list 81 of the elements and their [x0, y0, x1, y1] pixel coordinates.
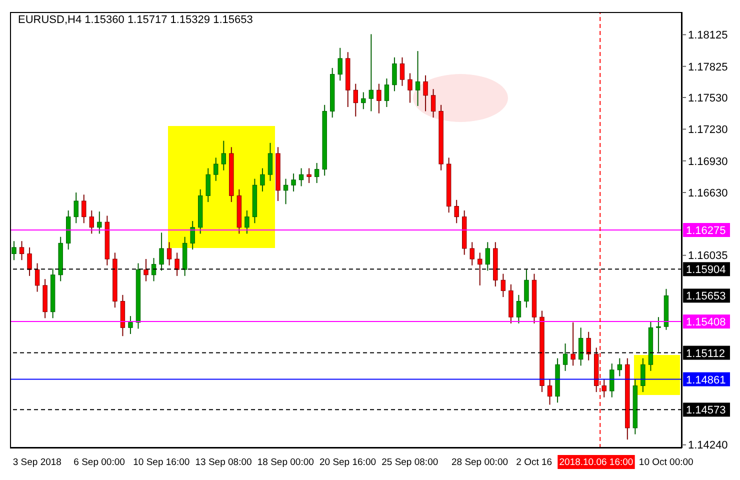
y-tick-label: 1.16930 — [688, 156, 728, 168]
x-tick-label: 6 Sep 00:00 — [74, 457, 125, 468]
candlestick — [408, 72, 412, 104]
candlestick — [244, 210, 250, 234]
candlestick — [82, 194, 86, 224]
candlestick — [89, 210, 94, 234]
candlestick — [174, 252, 180, 276]
candlestick — [353, 83, 358, 118]
candlestick — [516, 294, 522, 324]
candlestick — [97, 211, 102, 234]
candlestick — [166, 242, 172, 266]
x-tick-label: 25 Sep 08:00 — [382, 457, 438, 468]
candlestick — [415, 50, 420, 106]
y-tick-label: 1.17825 — [688, 61, 728, 74]
candlestick — [206, 168, 210, 203]
x-tick-label: 2 Oct 16 — [516, 457, 552, 468]
candlestick — [151, 257, 156, 282]
candlestick — [478, 252, 482, 286]
candlestick — [656, 316, 661, 352]
x-tick-label: 2018.10.06 16:00 — [559, 457, 634, 468]
candlestick — [384, 78, 390, 108]
y-tick-label: 1.17230 — [688, 124, 728, 136]
candlestick — [12, 240, 16, 261]
x-tick-label: 18 Sep 00:00 — [257, 457, 314, 468]
candlestick — [617, 358, 622, 377]
candlestick — [128, 316, 133, 334]
text: 1.15653 — [686, 290, 726, 303]
ref-line-label: 1.14573 — [686, 404, 726, 417]
candlestick — [524, 269, 529, 308]
candlestick — [221, 140, 226, 171]
ref-line-label: 1.16275 — [686, 225, 726, 237]
candlestick — [159, 232, 164, 272]
x-tick-label: 10 Oct 00:00 — [638, 457, 694, 468]
candlestick — [268, 142, 273, 182]
y-tick-label: 1.14240 — [688, 440, 728, 452]
candlestick — [368, 34, 374, 112]
candlestick — [454, 199, 459, 224]
candlestick — [298, 168, 304, 187]
candlestick — [214, 157, 218, 182]
x-tick-label: 28 Sep 00:00 — [452, 457, 508, 468]
x-tick-label: 20 Sep 16:00 — [320, 457, 376, 468]
candlestick — [314, 162, 320, 184]
chart-title: EURUSD,H4 1.15360 1.15717 1.15329 1.15653 — [18, 14, 253, 26]
x-tick-label: 13 Sep 08:00 — [195, 457, 252, 468]
ref-line-label: 1.15904 — [686, 264, 726, 276]
candlestick — [361, 92, 366, 110]
ref-line-label: 1.15408 — [686, 316, 726, 329]
candlestick — [34, 262, 40, 292]
candlestick — [400, 56, 405, 86]
candlestick — [562, 342, 568, 372]
y-tick-label: 1.17530 — [688, 92, 728, 104]
y-tick-label: 1.16630 — [688, 187, 728, 200]
candlestick — [485, 242, 490, 272]
candlestick — [283, 178, 288, 205]
candlestick — [338, 47, 342, 82]
candlestick — [570, 322, 576, 366]
candlestick — [586, 331, 591, 361]
candlestick — [547, 378, 552, 406]
candlestick — [74, 192, 78, 224]
candlestick — [578, 327, 584, 366]
candlestick — [306, 168, 312, 184]
candlestick — [392, 56, 397, 92]
candlestick — [640, 358, 646, 393]
ref-line-label: 1.15112 — [686, 348, 725, 360]
candlestick — [260, 168, 265, 192]
ref-line-label: 1.14861 — [686, 374, 726, 386]
y-tick-label: 1.18125 — [688, 30, 728, 42]
candlestick — [423, 74, 428, 112]
y-tick-label: 1.16035 — [688, 250, 728, 262]
candlestick — [144, 258, 148, 282]
candlestick — [610, 363, 614, 398]
candlestick — [470, 242, 474, 266]
x-tick-label: 3 Sep 2018 — [12, 457, 62, 468]
candlestick — [291, 173, 296, 192]
candlestick — [500, 273, 506, 298]
candlestick — [190, 220, 195, 250]
candlestick — [19, 240, 24, 261]
x-tick-label: 10 Sep 16:00 — [133, 457, 190, 468]
candlestick — [27, 246, 32, 276]
candlestick — [376, 83, 382, 114]
candlestick — [430, 88, 436, 118]
